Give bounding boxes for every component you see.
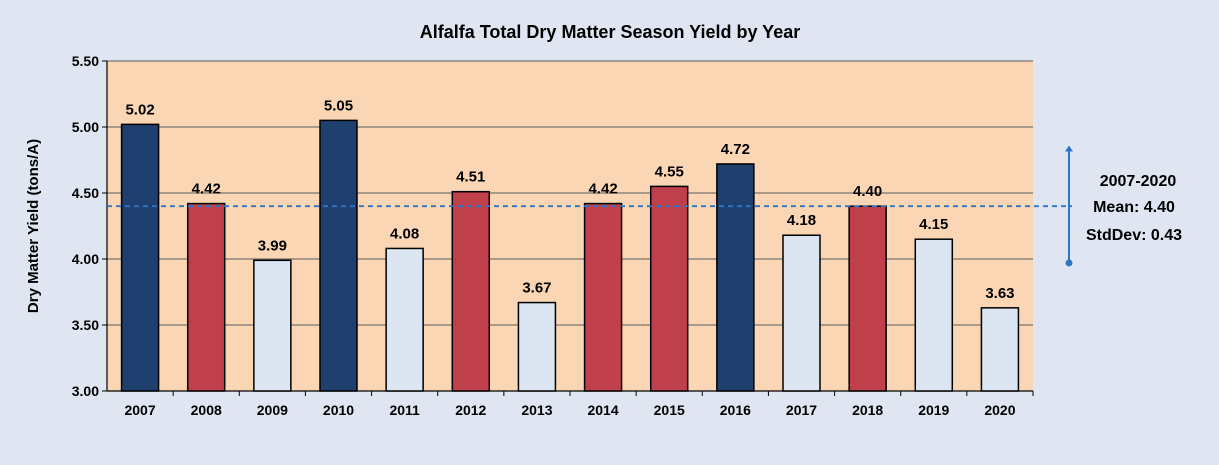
bracket-top-arrow [1065,145,1073,152]
bar-2010 [319,119,358,392]
x-tick-label: 2018 [852,402,883,418]
annotation-mean: Mean: 4.40 [1093,199,1175,216]
data-label: 3.67 [522,280,551,297]
data-label: 3.99 [258,237,287,254]
annotation-stddev: StdDev: 0.43 [1086,227,1182,244]
x-tick-label: 2017 [786,402,817,418]
x-tick-label: 2011 [389,402,420,418]
bar-2007 [120,123,160,392]
data-label: 4.18 [787,212,816,229]
bracket-bottom-dot [1065,259,1073,267]
y-tick-label: 3.00 [72,383,99,399]
data-label: 4.51 [456,169,485,186]
stats-annotation: 2007-2020 Mean: 4.40 StdDev: 0.43 [1065,145,1182,267]
data-label: 4.72 [721,141,750,158]
data-label: 5.05 [324,97,353,114]
x-tick-label: 2007 [124,402,155,418]
x-tick-label: 2010 [323,402,354,418]
bar-2009 [253,259,292,392]
x-tick-label: 2014 [587,402,618,418]
annotation-period: 2007-2020 [1100,173,1177,190]
x-tick-label: 2019 [918,402,949,418]
data-label: 4.08 [390,225,419,242]
x-tick-label: 2012 [455,402,486,418]
bar-2016 [716,163,755,392]
chart-title: Alfalfa Total Dry Matter Season Yield by… [420,22,800,42]
x-tick-label: 2008 [191,402,222,418]
y-tick-label: 4.50 [72,185,99,201]
x-tick-label: 2016 [720,402,751,418]
x-tick-label: 2020 [984,402,1015,418]
bar-2011 [385,247,424,392]
bar-2019 [914,238,954,392]
bar-2018 [848,205,887,392]
x-tick-label: 2015 [654,402,685,418]
data-label: 3.63 [985,285,1014,302]
data-label: 4.55 [655,163,684,180]
x-tick-label: 2009 [257,402,288,418]
bar-2012 [451,190,491,392]
y-tick-label: 5.50 [72,53,99,69]
data-label: 4.42 [588,181,617,198]
bar-2014 [583,202,623,392]
bar-2013 [517,301,557,392]
plot-area: 3.00 3.50 4.00 4.50 5.00 5.50 5.02 2007 4.42 2008… [72,53,1072,418]
y-tick-label: 5.00 [72,119,99,135]
bar-2017 [782,234,821,392]
y-tick-label: 3.50 [72,317,99,333]
y-axis-label: Dry Matter Yield (tons/A) [25,139,42,313]
y-tick-label: 4.00 [72,251,99,267]
x-tick-label: 2013 [521,402,552,418]
data-label: 4.40 [853,183,882,200]
bar-2015 [649,185,689,392]
data-label: 4.15 [919,216,948,233]
data-label: 5.02 [125,101,154,118]
plot-background [107,61,1033,391]
bar-2008 [186,202,226,392]
bar-2020 [980,307,1020,392]
data-label: 4.42 [192,181,221,198]
